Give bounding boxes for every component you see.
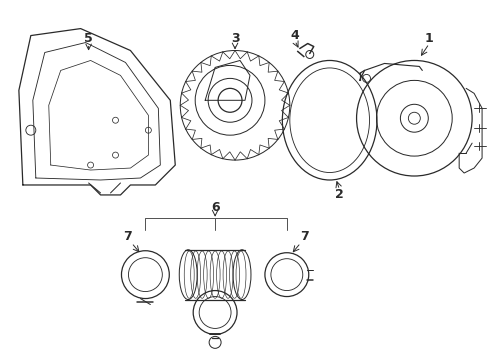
Text: 7: 7 (123, 230, 132, 243)
Text: 2: 2 (335, 188, 343, 202)
Text: 7: 7 (300, 230, 308, 243)
Text: 3: 3 (230, 32, 239, 45)
Text: 1: 1 (424, 32, 433, 45)
Text: 4: 4 (290, 29, 299, 42)
Text: 5: 5 (84, 32, 93, 45)
Text: 6: 6 (210, 201, 219, 215)
